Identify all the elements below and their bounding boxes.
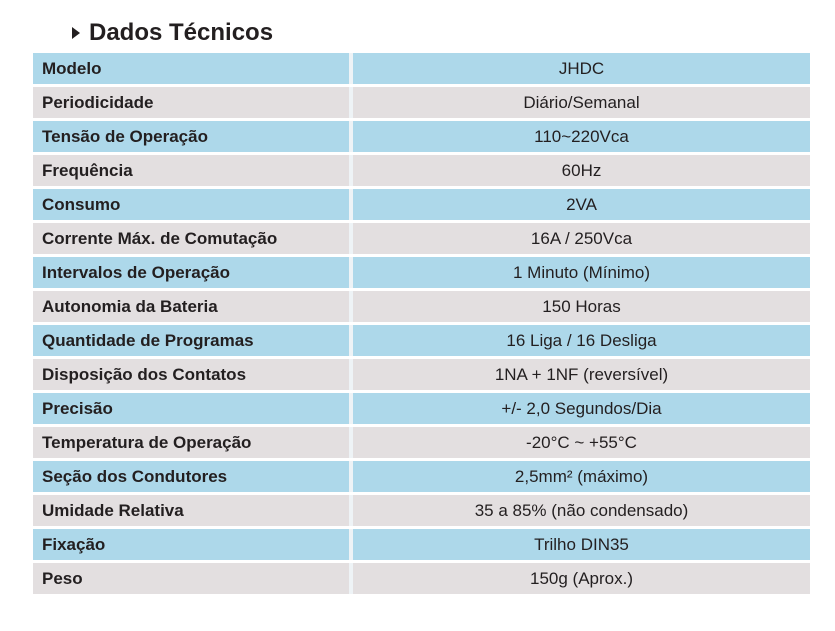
triangle-right-icon	[72, 27, 80, 39]
table-row: Disposição dos Contatos 1NA + 1NF (rever…	[33, 359, 810, 390]
column-divider	[349, 223, 353, 254]
spec-value: 16A / 250Vca	[530, 228, 633, 248]
spec-value: 60Hz	[561, 160, 602, 180]
spec-value: 16 Liga / 16 Desliga	[506, 330, 657, 350]
spec-value: 1 Minuto (Mínimo)	[513, 262, 650, 282]
spec-label: Tensão de Operação	[42, 126, 208, 146]
spec-label: Disposição dos Contatos	[42, 364, 247, 384]
spec-value: Trilho DIN35	[534, 534, 629, 554]
table-row: Temperatura de Operação -20°C ~ +55°C	[33, 427, 810, 458]
spec-label: Autonomia da Bateria	[42, 296, 218, 316]
table-row: Autonomia da Bateria 150 Horas	[33, 291, 810, 322]
table-row: Consumo 2VA	[33, 189, 810, 220]
spec-value: JHDC	[558, 58, 605, 78]
column-divider	[349, 529, 353, 560]
spec-label: Peso	[42, 568, 83, 588]
spec-label: Consumo	[42, 194, 121, 214]
column-divider	[349, 53, 353, 84]
table-row: Modelo JHDC	[33, 53, 810, 84]
spec-label: Intervalos de Operação	[42, 262, 231, 282]
column-divider	[349, 121, 353, 152]
spec-value: 2,5mm² (máximo)	[514, 466, 649, 486]
spec-label: Umidade Relativa	[42, 500, 184, 520]
spec-label: Modelo	[42, 58, 102, 78]
section-title: Dados Técnicos	[70, 16, 273, 50]
spec-label: Seção dos Condutores	[42, 466, 228, 486]
table-row: Intervalos de Operação 1 Minuto (Mínimo)	[33, 257, 810, 288]
table-row: Precisão +/- 2,0 Segundos/Dia	[33, 393, 810, 424]
column-divider	[349, 393, 353, 424]
column-divider	[349, 461, 353, 492]
spec-value: 1NA + 1NF (reversível)	[494, 364, 669, 384]
column-divider	[349, 563, 353, 594]
spec-value: 110~220Vca	[534, 126, 629, 146]
spec-value: -20°C ~ +55°C	[526, 432, 637, 452]
table-row: Tensão de Operação 110~220Vca	[33, 121, 810, 152]
section-title-text: Dados Técnicos	[89, 19, 274, 46]
spec-label: Temperatura de Operação	[42, 432, 252, 452]
table-row: Periodicidade Diário/Semanal	[33, 87, 810, 118]
spec-value: 2VA	[566, 194, 597, 214]
spec-value: 150g (Aprox.)	[530, 568, 633, 588]
table-row: Quantidade de Programas 16 Liga / 16 Des…	[33, 325, 810, 356]
column-divider	[349, 87, 353, 118]
spec-value: Diário/Semanal	[523, 92, 640, 112]
column-divider	[349, 325, 353, 356]
column-divider	[349, 359, 353, 390]
specs-table: Modelo JHDC Periodicidade Diário/Semanal…	[33, 53, 810, 597]
table-row: Peso 150g (Aprox.)	[33, 563, 810, 594]
spec-label: Periodicidade	[42, 92, 154, 112]
table-row: Corrente Máx. de Comutação 16A / 250Vca	[33, 223, 810, 254]
column-divider	[349, 257, 353, 288]
spec-value: 35 a 85% (não condensado)	[474, 500, 689, 520]
spec-label: Fixação	[42, 534, 106, 554]
column-divider	[349, 291, 353, 322]
table-row: Fixação Trilho DIN35	[33, 529, 810, 560]
spec-label: Precisão	[42, 398, 113, 418]
table-row: Umidade Relativa 35 a 85% (não condensad…	[33, 495, 810, 526]
spec-label: Corrente Máx. de Comutação	[42, 228, 278, 248]
table-row: Seção dos Condutores 2,5mm² (máximo)	[33, 461, 810, 492]
column-divider	[349, 189, 353, 220]
column-divider	[349, 155, 353, 186]
spec-value: 150 Horas	[542, 296, 621, 316]
spec-value: +/- 2,0 Segundos/Dia	[501, 398, 662, 418]
spec-label: Frequência	[42, 160, 133, 180]
spec-label: Quantidade de Programas	[42, 330, 254, 350]
column-divider	[349, 495, 353, 526]
table-row: Frequência 60Hz	[33, 155, 810, 186]
column-divider	[349, 427, 353, 458]
